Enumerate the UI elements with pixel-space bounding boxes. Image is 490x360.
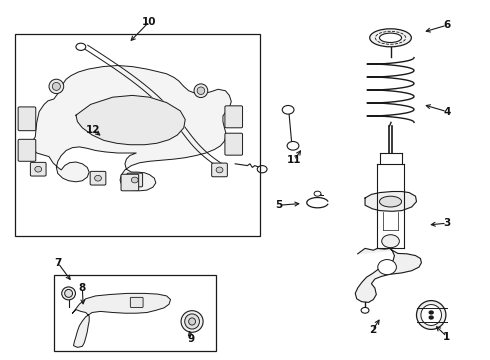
Text: 11: 11 — [287, 155, 301, 165]
Ellipse shape — [216, 167, 223, 173]
Ellipse shape — [131, 177, 138, 183]
FancyBboxPatch shape — [225, 133, 243, 155]
Ellipse shape — [65, 289, 73, 297]
Text: 3: 3 — [443, 218, 450, 228]
Polygon shape — [365, 192, 416, 211]
FancyBboxPatch shape — [127, 173, 143, 187]
Bar — [54, 275, 216, 351]
FancyBboxPatch shape — [212, 163, 227, 177]
FancyBboxPatch shape — [130, 297, 143, 307]
FancyBboxPatch shape — [18, 107, 36, 131]
Ellipse shape — [370, 29, 412, 47]
Ellipse shape — [380, 196, 402, 207]
Circle shape — [314, 191, 321, 196]
Circle shape — [257, 166, 267, 173]
Ellipse shape — [52, 82, 60, 90]
Text: 12: 12 — [86, 125, 100, 135]
Polygon shape — [29, 66, 231, 191]
FancyBboxPatch shape — [30, 162, 46, 176]
FancyBboxPatch shape — [90, 171, 106, 185]
Circle shape — [282, 105, 294, 114]
Circle shape — [382, 235, 399, 248]
Text: 8: 8 — [79, 283, 86, 293]
FancyBboxPatch shape — [225, 106, 243, 128]
Ellipse shape — [194, 84, 208, 98]
Text: 2: 2 — [369, 325, 376, 336]
Text: 1: 1 — [443, 332, 450, 342]
Ellipse shape — [380, 33, 402, 42]
Polygon shape — [76, 95, 185, 145]
FancyBboxPatch shape — [18, 139, 36, 161]
Ellipse shape — [181, 311, 203, 332]
Ellipse shape — [49, 79, 64, 94]
Text: 6: 6 — [443, 20, 450, 30]
Text: 4: 4 — [443, 107, 451, 117]
Circle shape — [287, 141, 299, 150]
Ellipse shape — [189, 318, 196, 325]
Ellipse shape — [421, 305, 441, 325]
Text: 10: 10 — [142, 17, 157, 27]
Ellipse shape — [378, 260, 396, 275]
Ellipse shape — [62, 287, 75, 300]
Circle shape — [361, 307, 369, 313]
Ellipse shape — [197, 87, 205, 94]
Text: 5: 5 — [276, 200, 283, 210]
Circle shape — [429, 316, 433, 319]
Polygon shape — [355, 248, 421, 302]
Circle shape — [76, 43, 86, 50]
FancyBboxPatch shape — [121, 174, 139, 191]
Polygon shape — [73, 293, 171, 347]
Text: 7: 7 — [54, 258, 62, 268]
Ellipse shape — [185, 314, 199, 329]
Ellipse shape — [416, 301, 446, 329]
Ellipse shape — [35, 166, 42, 172]
Text: 9: 9 — [188, 334, 195, 344]
Bar — [15, 34, 260, 236]
Circle shape — [429, 311, 433, 314]
Ellipse shape — [95, 175, 101, 181]
